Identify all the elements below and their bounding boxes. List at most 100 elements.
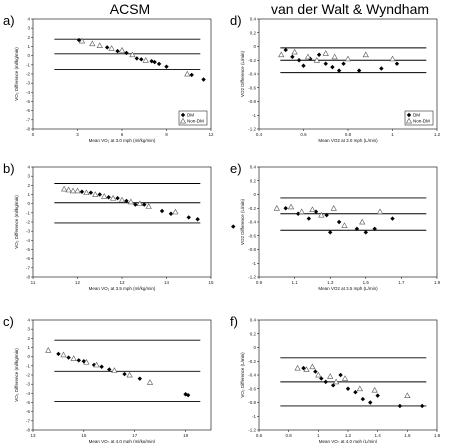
data-point: [306, 216, 312, 221]
plot-frame: [258, 319, 438, 431]
y-tick-label: -0.4: [248, 220, 256, 225]
legend-box: [404, 110, 434, 126]
data-point: [273, 205, 280, 211]
x-tick-label: 19: [183, 433, 189, 438]
series-non-dm: [78, 37, 191, 77]
y-tick-label: -4: [26, 238, 30, 243]
y-tick-label: -6: [26, 256, 30, 261]
x-tick-label: 14: [164, 280, 170, 285]
legend-marker: [179, 117, 187, 124]
data-point: [296, 58, 302, 63]
data-point: [304, 53, 312, 60]
y-tick-label: -0.8: [248, 247, 256, 252]
data-point: [118, 46, 126, 53]
data-point: [195, 217, 200, 222]
data-point: [333, 378, 340, 385]
series-non-dm: [278, 48, 396, 63]
y-tick-label: -2: [26, 220, 30, 225]
x-tick-label: 3: [76, 132, 79, 137]
y-tick-label: -0.4: [248, 373, 256, 378]
y-tick-label: -7: [26, 418, 30, 423]
data-point: [83, 189, 90, 196]
data-point: [66, 355, 71, 360]
y-tick-label: -5: [26, 99, 30, 104]
panel-label: b): [3, 161, 15, 176]
data-point: [323, 61, 328, 66]
data-point: [136, 200, 143, 207]
data-point: [79, 189, 85, 194]
data-point: [283, 47, 288, 53]
y-tick-label: -1: [252, 414, 256, 419]
data-point: [88, 190, 94, 195]
data-point: [189, 72, 194, 78]
y-tick-label: 3: [27, 26, 30, 31]
y-tick-label: -1.2: [248, 428, 256, 433]
y-tick-label: -1: [26, 363, 30, 368]
data-point: [397, 403, 403, 409]
y-tick-label: 0: [27, 354, 30, 359]
legend-marker: [405, 117, 413, 124]
x-tick-label: 1.6: [404, 433, 411, 438]
y-tick-label: 4: [27, 165, 30, 170]
panel-f: f) -1.2 -1 -0.8 -0.6 -0.4 -0.2 0 0.2 0.4 0.6 0.8 1 1.…: [230, 314, 441, 443]
data-point: [356, 385, 363, 392]
x-tick-label: 0.6: [256, 433, 263, 438]
data-point: [118, 196, 126, 203]
x-tick-label: 0.9: [256, 280, 263, 285]
y-tick-label: 0.2: [250, 30, 257, 35]
data-point: [390, 216, 395, 221]
data-point: [133, 202, 138, 207]
x-axis-label: Mean VO₂ at 3.5 mph (ml/kg/min): [89, 286, 156, 291]
data-point: [108, 45, 115, 51]
data-point: [74, 187, 81, 194]
data-point: [322, 50, 329, 56]
panel-label: d): [230, 13, 242, 28]
y-tick-label: -6: [26, 409, 30, 414]
x-axis-label: Mean VO₂ at 4.0 mph (L/min): [319, 439, 378, 443]
data-point: [295, 211, 301, 216]
data-point: [231, 224, 236, 229]
panel-label: e): [230, 161, 242, 176]
data-point: [362, 51, 369, 58]
data-point: [303, 366, 310, 372]
data-point: [201, 77, 206, 82]
x-tick-label: 12: [208, 132, 214, 137]
data-point: [61, 185, 68, 192]
y-tick-label: -8: [26, 428, 30, 433]
data-point: [315, 371, 322, 378]
x-tick-label: 1.3: [327, 280, 334, 285]
y-tick-label: -0.6: [248, 233, 256, 238]
legend-label: DM: [413, 113, 420, 118]
column-title-right: van der Walt & Wyndham: [271, 1, 429, 17]
x-tick-label: 13: [30, 433, 36, 438]
data-point: [376, 208, 384, 215]
series-non-dm: [294, 363, 411, 399]
x-tick-label: 1.9: [434, 280, 441, 285]
y-tick-label: -3: [26, 229, 30, 234]
data-point: [56, 351, 61, 357]
data-point: [356, 68, 362, 73]
x-axis-label: Mean VO2 at 3.5 mph (L/min): [318, 286, 378, 291]
y-tick-label: -4: [26, 90, 30, 95]
data-point: [69, 187, 77, 194]
plot-frame: [32, 319, 212, 431]
data-point: [309, 363, 316, 370]
data-point: [375, 393, 380, 398]
y-tick-label: 1: [27, 192, 30, 197]
y-tick-label: 1: [27, 44, 30, 49]
data-point: [327, 373, 334, 379]
x-tick-label: 0.8: [286, 433, 293, 438]
y-tick-label: -4: [26, 391, 30, 396]
data-point: [336, 219, 342, 225]
y-tick-label: -7: [26, 265, 30, 270]
x-tick-label: 0.8: [345, 132, 352, 137]
data-point: [137, 376, 142, 381]
y-tick-label: -0.2: [248, 359, 256, 364]
data-point: [152, 59, 157, 65]
x-tick-label: 17: [132, 433, 138, 438]
x-tick-label: 0: [32, 132, 35, 137]
y-tick-label: -8: [26, 275, 30, 280]
data-point: [354, 226, 360, 232]
data-point: [316, 52, 322, 57]
